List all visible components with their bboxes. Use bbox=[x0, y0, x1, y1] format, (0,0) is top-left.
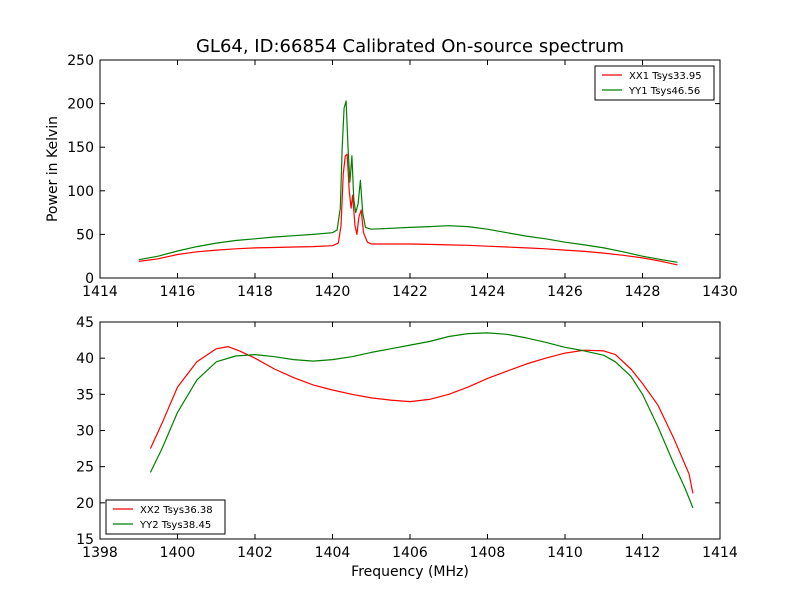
series-line-1-2 bbox=[138, 100, 678, 263]
legend-box bbox=[594, 65, 715, 101]
legend-label: XX1 Tsys33.95 bbox=[629, 71, 702, 82]
series-line-2-2 bbox=[149, 332, 694, 509]
y-tick-label: 15 bbox=[76, 532, 94, 548]
x-tick-label: 1398 bbox=[82, 545, 118, 561]
y-tick-label: 20 bbox=[76, 496, 94, 512]
x-tick-label: 1426 bbox=[547, 284, 583, 300]
series-line-1-1 bbox=[138, 153, 678, 266]
y-tick-label: 30 bbox=[76, 424, 94, 440]
y-tick-label: 0 bbox=[85, 271, 94, 287]
top-plot: 1414 1416 1418 1420 1422 1424 1426 1428 1430 0 50 1… bbox=[67, 53, 738, 300]
legend: XX2 Tsys36.38 YY2 Tsys38.45 bbox=[105, 499, 226, 535]
y-tick-label: 100 bbox=[67, 184, 94, 200]
y-axis-label: Power in Kelvin bbox=[45, 116, 61, 222]
x-axis-label: Frequency (MHz) bbox=[351, 564, 469, 580]
legend-label: YY2 Tsys38.45 bbox=[139, 520, 211, 531]
y-tick-label: 250 bbox=[67, 53, 94, 69]
legend-label: XX2 Tsys36.38 bbox=[140, 505, 213, 516]
x-tick-label: 1416 bbox=[160, 284, 196, 300]
legend: XX1 Tsys33.95 YY1 Tsys46.56 bbox=[594, 65, 715, 101]
legend-label: YY1 Tsys46.56 bbox=[628, 86, 700, 97]
bottom-plot: 1398 1400 1402 1404 1406 1408 1410 1412 1414 15 20… bbox=[76, 315, 738, 561]
x-tick-label: 1408 bbox=[470, 545, 506, 561]
x-tick-label: 1406 bbox=[392, 545, 428, 561]
legend-box bbox=[105, 499, 226, 535]
x-tick-label: 1414 bbox=[82, 284, 118, 300]
y-tick-label: 45 bbox=[76, 315, 94, 331]
y-tick-label: 35 bbox=[76, 387, 94, 403]
chart-title: GL64, ID:66854 Calibrated On-source spec… bbox=[196, 36, 624, 57]
x-tick-label: 1412 bbox=[625, 545, 661, 561]
x-tick-label: 1404 bbox=[315, 545, 351, 561]
y-tick-label: 50 bbox=[76, 227, 94, 243]
x-tick-label: 1402 bbox=[237, 545, 273, 561]
x-tick-label: 1424 bbox=[470, 284, 506, 300]
x-tick-label: 1428 bbox=[625, 284, 661, 300]
x-tick-label: 1400 bbox=[160, 545, 196, 561]
y-tick-label: 40 bbox=[76, 351, 94, 367]
x-tick-label: 1414 bbox=[702, 545, 738, 561]
x-tick-label: 1430 bbox=[702, 284, 738, 300]
x-tick-label: 1410 bbox=[547, 545, 583, 561]
y-tick-label: 150 bbox=[67, 140, 94, 156]
y-tick-label: 200 bbox=[67, 97, 94, 113]
y-tick-label: 25 bbox=[76, 460, 94, 476]
x-tick-label: 1420 bbox=[315, 284, 351, 300]
series-line-2-1 bbox=[149, 346, 694, 494]
x-tick-label: 1418 bbox=[237, 284, 273, 300]
x-tick-label: 1422 bbox=[392, 284, 428, 300]
